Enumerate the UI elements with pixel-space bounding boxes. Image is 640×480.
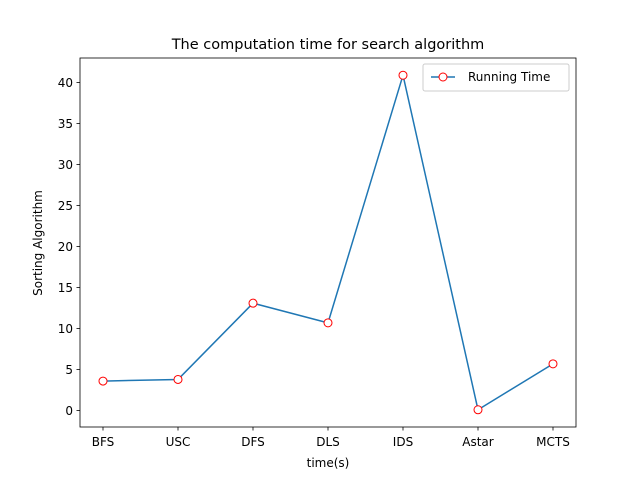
plot-area: 0 5 10 15 20 25 30 35 40 BFS USC DFS DLS IDS Astar MCTS	[58, 57, 577, 449]
x-tick-label: DLS	[316, 435, 340, 449]
x-tick-label: MCTS	[536, 435, 570, 449]
y-tick-label: 5	[65, 363, 73, 377]
data-point-ids	[398, 70, 408, 80]
y-tick-label: 25	[58, 199, 73, 213]
chart-title: The computation time for search algorith…	[171, 37, 485, 53]
axes-frame	[79, 57, 577, 428]
data-point-usc	[173, 374, 183, 384]
y-tick-label: 0	[65, 404, 73, 418]
legend-marker-swatch	[438, 72, 448, 82]
data-point-mcts	[548, 359, 558, 369]
x-tick-label: BFS	[92, 435, 115, 449]
y-tick-label: 10	[58, 322, 73, 336]
x-tick-label: Astar	[462, 435, 494, 449]
x-tick-label: USC	[166, 435, 191, 449]
data-point-bfs	[98, 376, 108, 386]
legend-entry-running-time: Running Time	[468, 70, 550, 84]
y-tick-label: 35	[58, 117, 73, 131]
x-axis-label: time(s)	[307, 456, 350, 470]
y-tick-label: 40	[58, 76, 73, 90]
x-tick-label: DFS	[241, 435, 265, 449]
y-axis-label: Sorting Algorithm	[31, 190, 45, 296]
y-tick-label: 15	[58, 281, 73, 295]
y-tick-label: 20	[58, 240, 73, 254]
legend: Running Time	[422, 63, 570, 92]
x-tick-label: IDS	[393, 435, 413, 449]
data-point-dls	[323, 318, 333, 328]
legend-frame	[422, 63, 570, 92]
data-point-astar	[473, 405, 483, 415]
data-point-dfs	[248, 298, 258, 308]
y-tick-label: 30	[58, 158, 73, 172]
